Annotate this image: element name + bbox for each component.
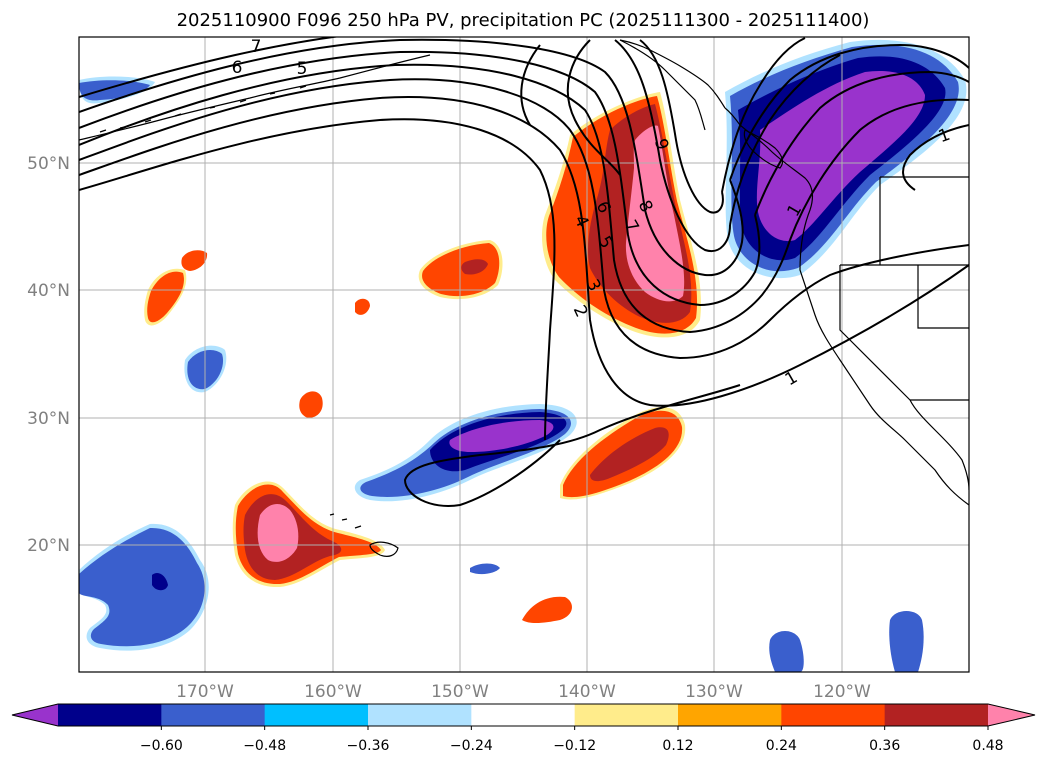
colorbar-bin	[471, 704, 576, 726]
map-area: 7 6 5 9 8 7 6 5 4 3 2 1 1 1	[78, 36, 970, 673]
colorbar-tick-label: 0.24	[766, 738, 797, 754]
colorbar-tick-label: 0.48	[972, 738, 1003, 754]
longitude-labels: 170°W 160°W 150°W 140°W 130°W 120°W	[176, 682, 871, 702]
lat-label-20n: 20°N	[27, 536, 70, 556]
colorbar-bin	[264, 704, 369, 726]
colorbar-tick-label: −0.24	[450, 738, 493, 754]
lon-label-130w: 130°W	[685, 682, 743, 702]
colorbar-tick-label: −0.12	[553, 738, 596, 754]
contour-label: 9	[650, 136, 672, 152]
colorbar-bin	[368, 704, 472, 726]
contour-label: 7	[251, 37, 262, 57]
colorbar-extend-max	[988, 704, 1035, 726]
colorbar-extend-min	[12, 704, 58, 726]
colorbar-tick-label: 0.36	[869, 738, 900, 754]
colorbar-bin	[678, 704, 782, 726]
colorbar-bin	[161, 704, 266, 726]
lon-label-160w: 160°W	[304, 682, 362, 702]
colorbar-bin	[781, 704, 886, 726]
latitude-labels: 50°N 40°N 30°N 20°N	[27, 154, 70, 556]
colorbar-bin	[58, 704, 162, 726]
colorbar	[11, 703, 1036, 727]
lon-label-120w: 120°W	[813, 682, 871, 702]
colorbar-tick-labels: −0.60 −0.48 −0.36 −0.24 −0.12 0.12 0.24 0.36 0.4…	[140, 726, 1004, 754]
colorbar-outline	[11, 703, 1036, 727]
contour-label: 6	[232, 58, 243, 78]
lat-label-30n: 30°N	[27, 409, 70, 429]
lat-label-50n: 50°N	[27, 154, 70, 174]
map-frame	[78, 36, 970, 673]
lat-label-40n: 40°N	[27, 281, 70, 301]
colorbar-bin	[884, 704, 989, 726]
figure-title: 2025110900 F096 250 hPa PV, precipitatio…	[177, 10, 870, 31]
contour-label: 5	[297, 59, 308, 79]
colorbar-tick-label: −0.48	[243, 738, 286, 754]
colorbar-tick-label: −0.60	[140, 738, 183, 754]
lon-label-140w: 140°W	[558, 682, 616, 702]
colorbar-tick-label: −0.36	[347, 738, 390, 754]
graticule	[79, 37, 969, 672]
lon-label-170w: 170°W	[176, 682, 234, 702]
lon-label-150w: 150°W	[431, 682, 489, 702]
pv-contours	[79, 37, 969, 507]
colorbar-bin	[574, 704, 679, 726]
colorbar-tick-label: 0.12	[662, 738, 693, 754]
